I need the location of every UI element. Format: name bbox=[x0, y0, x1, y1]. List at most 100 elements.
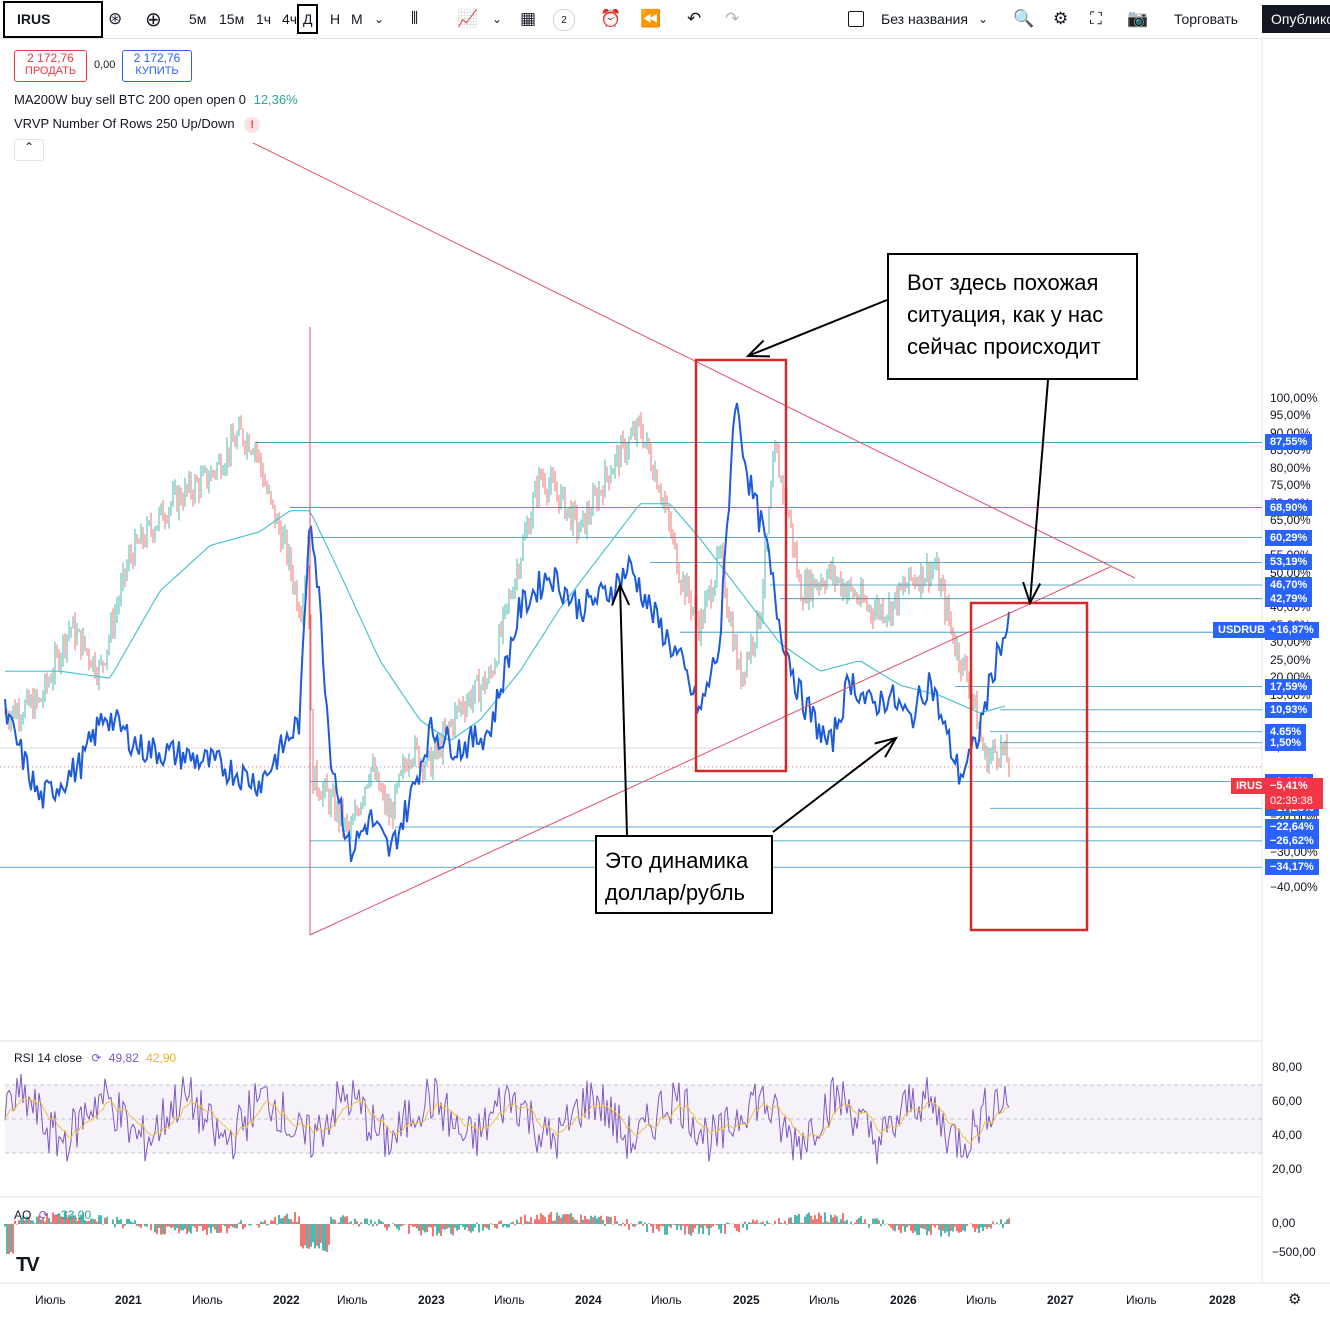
indicator-count-badge: 2 bbox=[553, 9, 575, 31]
sell-price: 2 172,76 bbox=[27, 51, 74, 65]
time-axis-settings-icon[interactable]: ⚙ bbox=[1288, 1291, 1302, 1308]
rsi-value: 49,82 bbox=[108, 1051, 139, 1065]
rsi-legend[interactable]: RSI 14 close ⟳ 49,82 42,90 bbox=[14, 1051, 176, 1065]
rsi-line bbox=[4, 1073, 1010, 1165]
ma-legend[interactable]: MA200W buy sell BTC 200 open open 0 12,3… bbox=[14, 92, 298, 107]
camera-icon[interactable]: 📷 bbox=[1127, 9, 1149, 29]
rsi-axis-label: 40,00 bbox=[1272, 1128, 1303, 1142]
buy-label: КУПИТЬ bbox=[135, 65, 179, 77]
time-axis-label: 2026 bbox=[890, 1293, 917, 1307]
layout-grid-icon[interactable]: ▦ bbox=[520, 9, 537, 29]
arrow-to-usdrub-line-head bbox=[611, 582, 631, 606]
irus-tag-value: −5,41% bbox=[1265, 778, 1323, 794]
ao-label: AO bbox=[14, 1208, 32, 1222]
level-tag: 53,19% bbox=[1265, 554, 1313, 571]
time-axis-label: Июль bbox=[1126, 1293, 1157, 1307]
time-axis-label: 2021 bbox=[115, 1293, 142, 1307]
timeframe-5m[interactable]: 5м bbox=[189, 11, 207, 27]
time-axis-label: Июль bbox=[35, 1293, 66, 1307]
ao-axis-label: 0,00 bbox=[1272, 1216, 1296, 1230]
chevron-down-icon[interactable]: ⌄ bbox=[374, 12, 385, 26]
time-axis-label: 2024 bbox=[575, 1293, 602, 1307]
time-axis-label: 2027 bbox=[1047, 1293, 1074, 1307]
timeframe-day[interactable]: Д bbox=[297, 4, 319, 34]
sell-label: ПРОДАТЬ bbox=[24, 65, 77, 77]
price-axis-label: 75,00% bbox=[1270, 478, 1311, 493]
layout-checkbox-icon[interactable] bbox=[848, 11, 864, 27]
price-axis-label: −40,00% bbox=[1270, 879, 1318, 894]
ao-value: −33,00 bbox=[54, 1208, 92, 1222]
ao-settings-icon[interactable]: ⟳ bbox=[38, 1208, 49, 1222]
collapse-legend-icon[interactable]: ⌃ bbox=[14, 139, 44, 161]
buy-button[interactable]: 2 172,76 КУПИТЬ bbox=[122, 50, 192, 82]
price-axis-label: 65,00% bbox=[1270, 513, 1311, 528]
undo-icon[interactable]: ↶ bbox=[687, 9, 702, 29]
top-toolbar: IRUS ⊛ ⊕ 5м 15м 1ч 4ч Д Н М ⌄ ⫴ 📈 ⌄ ▦ 2 … bbox=[0, 0, 1330, 39]
rsi-ma-value: 42,90 bbox=[146, 1051, 177, 1065]
time-axis-label: 2025 bbox=[733, 1293, 760, 1307]
replay-icon[interactable]: ⏪ bbox=[640, 9, 662, 29]
level-tag: 46,70% bbox=[1265, 577, 1313, 594]
note-usdrub-dynamics[interactable]: Это динамика доллар/рубль bbox=[595, 835, 773, 914]
price-axis-label: 95,00% bbox=[1270, 408, 1311, 423]
ao-legend[interactable]: AO ⟳ −33,00 bbox=[14, 1208, 91, 1222]
publish-button[interactable]: Опублико bbox=[1262, 5, 1330, 33]
arrow-to-usdrub-dip-head bbox=[874, 736, 899, 758]
tradingview-logo: TV bbox=[16, 1254, 40, 1276]
note-similar-situation[interactable]: Вот здесь похожая ситуация, как у нас се… bbox=[887, 253, 1138, 380]
irus-countdown: 02:39:38 bbox=[1265, 793, 1323, 809]
time-axis-label: 2022 bbox=[273, 1293, 300, 1307]
layout-name[interactable]: Без названия bbox=[881, 11, 968, 27]
note-line: ситуация, как у нас bbox=[907, 302, 1104, 327]
time-axis-label: 2023 bbox=[418, 1293, 445, 1307]
candles-icon[interactable]: ⫴ bbox=[411, 9, 419, 29]
triangle-lower-edge bbox=[309, 566, 1111, 936]
level-tag: 17,59% bbox=[1265, 678, 1313, 695]
rsi-ma-line bbox=[4, 1096, 1010, 1145]
timeframe-15m[interactable]: 15м bbox=[219, 11, 245, 27]
drawings bbox=[252, 142, 1136, 936]
price-axis-label: 80,00% bbox=[1270, 460, 1311, 475]
timeframe-1h[interactable]: 1ч bbox=[256, 11, 272, 27]
fullscreen-icon[interactable]: ⛶ bbox=[1090, 9, 1102, 29]
vrvp-legend[interactable]: VRVP Number Of Rows 250 Up/Down ! bbox=[14, 116, 261, 133]
level-tag: 1,50% bbox=[1265, 734, 1307, 751]
horizontal-levels bbox=[0, 442, 1262, 868]
level-tag: −34,17% bbox=[1265, 859, 1319, 876]
arrow-to-usdrub-dip bbox=[772, 737, 897, 833]
note-line: Вот здесь похожая bbox=[907, 270, 1099, 295]
timeframe-4h[interactable]: 4ч bbox=[282, 11, 298, 27]
add-symbol-icon[interactable]: ⊕ bbox=[145, 7, 162, 31]
redo-icon[interactable]: ↷ bbox=[725, 9, 740, 29]
price-axis-label: 25,00% bbox=[1270, 652, 1311, 667]
rsi-settings-icon[interactable]: ⟳ bbox=[91, 1051, 102, 1065]
time-axis-label: Июль bbox=[337, 1293, 368, 1307]
ma200w-line bbox=[5, 503, 1006, 741]
time-axis-label: Июль bbox=[494, 1293, 525, 1307]
arrow-to-past-box-head bbox=[745, 339, 771, 358]
warning-icon[interactable]: ! bbox=[244, 117, 261, 133]
settings-gear-icon[interactable]: ⚙ bbox=[1053, 9, 1069, 29]
timeframe-week[interactable]: Н bbox=[330, 11, 341, 27]
symbol-search[interactable]: IRUS bbox=[3, 1, 103, 38]
trade-button[interactable]: Торговать bbox=[1174, 11, 1239, 27]
indicators-icon[interactable]: 📈 bbox=[457, 9, 479, 29]
sell-button[interactable]: 2 172,76 ПРОДАТЬ bbox=[14, 50, 87, 82]
highlight-box-past bbox=[694, 358, 788, 773]
ma-value: 12,36% bbox=[253, 92, 298, 107]
chevron-down-icon[interactable]: ⌄ bbox=[978, 12, 989, 26]
alert-icon[interactable]: ⏰ bbox=[600, 9, 622, 29]
timeframe-month[interactable]: М bbox=[351, 11, 363, 27]
chevron-down-icon[interactable]: ⌄ bbox=[492, 12, 503, 26]
rsi-label: RSI 14 close bbox=[14, 1051, 83, 1065]
level-tag: −26,62% bbox=[1265, 832, 1319, 849]
arrow-to-usdrub-line bbox=[619, 584, 628, 836]
ao-pane bbox=[4, 1211, 1010, 1255]
compare-icon[interactable]: ⊛ bbox=[108, 9, 123, 29]
usdrub-tag-value: +16,87% bbox=[1265, 622, 1319, 638]
level-tag: 68,90% bbox=[1265, 499, 1313, 516]
quick-search-icon[interactable]: 🔍 bbox=[1013, 9, 1035, 29]
price-axis-label: 100,00% bbox=[1270, 391, 1318, 405]
arrow-to-past-box bbox=[747, 299, 888, 357]
